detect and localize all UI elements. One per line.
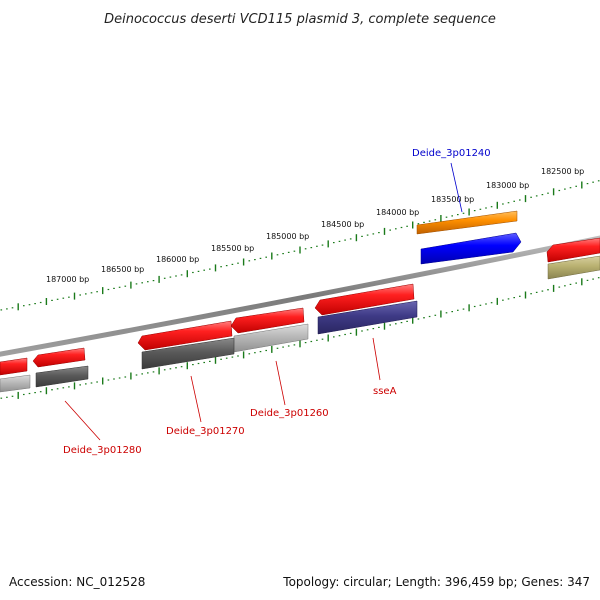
gene-label-deide-3p01270[interactable]: Deide_3p01270 <box>166 426 245 437</box>
tick-label: 186000 bp <box>156 255 199 264</box>
map-title: Deinococcus deserti VCD115 plasmid 3, co… <box>104 12 496 27</box>
tick-label: 184500 bp <box>321 220 364 229</box>
gene-red[interactable] <box>0 357 28 376</box>
gene-labels: Deide_3p01240 sseA Deide_3p01260 Deide_3… <box>63 148 491 456</box>
tick-label: 186500 bp <box>101 265 144 274</box>
gene-red[interactable] <box>546 237 600 263</box>
inner-coordinate-ring <box>0 277 600 399</box>
forward-genes <box>416 210 600 280</box>
gene-olive[interactable] <box>547 255 600 280</box>
gene-red[interactable] <box>137 320 233 351</box>
accession-text: Accession: NC_012528 <box>9 575 145 589</box>
connector-line <box>275 360 286 406</box>
tick-label: 185000 bp <box>266 232 309 241</box>
gene-dark-gray[interactable] <box>35 365 89 388</box>
gene-purple[interactable] <box>317 300 418 335</box>
tick-label: 187000 bp <box>46 275 89 284</box>
tick-label: 183500 bp <box>431 195 474 204</box>
connector-line <box>64 400 101 441</box>
tick-label: 182500 bp <box>541 167 584 176</box>
connector-line <box>190 375 202 423</box>
topology-stats-text: Topology: circular; Length: 396,459 bp; … <box>282 575 590 589</box>
gene-label-deide-3p01280[interactable]: Deide_3p01280 <box>63 445 142 456</box>
plasmid-backbone <box>0 235 600 357</box>
gene-label-deide-3p01240[interactable]: Deide_3p01240 <box>412 148 491 159</box>
tick-label: 185500 bp <box>211 244 254 253</box>
gene-blue[interactable] <box>420 232 522 265</box>
gene-orange[interactable] <box>416 210 518 235</box>
gene-label-deide-3p01260[interactable]: Deide_3p01260 <box>250 408 329 419</box>
gene-red[interactable] <box>32 347 86 368</box>
connector-line <box>450 162 463 213</box>
gene-dark-gray[interactable] <box>141 337 235 370</box>
gene-label-ssea[interactable]: sseA <box>373 386 397 397</box>
gene-light-gray[interactable] <box>0 374 31 393</box>
connector-line <box>372 337 381 381</box>
outer-coordinate-ring <box>0 180 600 311</box>
tick-label: 184000 bp <box>376 208 419 217</box>
reverse-genes <box>0 283 418 393</box>
gene-red[interactable] <box>314 283 415 316</box>
label-connectors <box>64 162 463 441</box>
tick-labels: 182500 bp 183000 bp 183500 bp 184000 bp … <box>46 167 584 284</box>
gene-red[interactable] <box>230 307 305 334</box>
tick-label: 183000 bp <box>486 181 529 190</box>
